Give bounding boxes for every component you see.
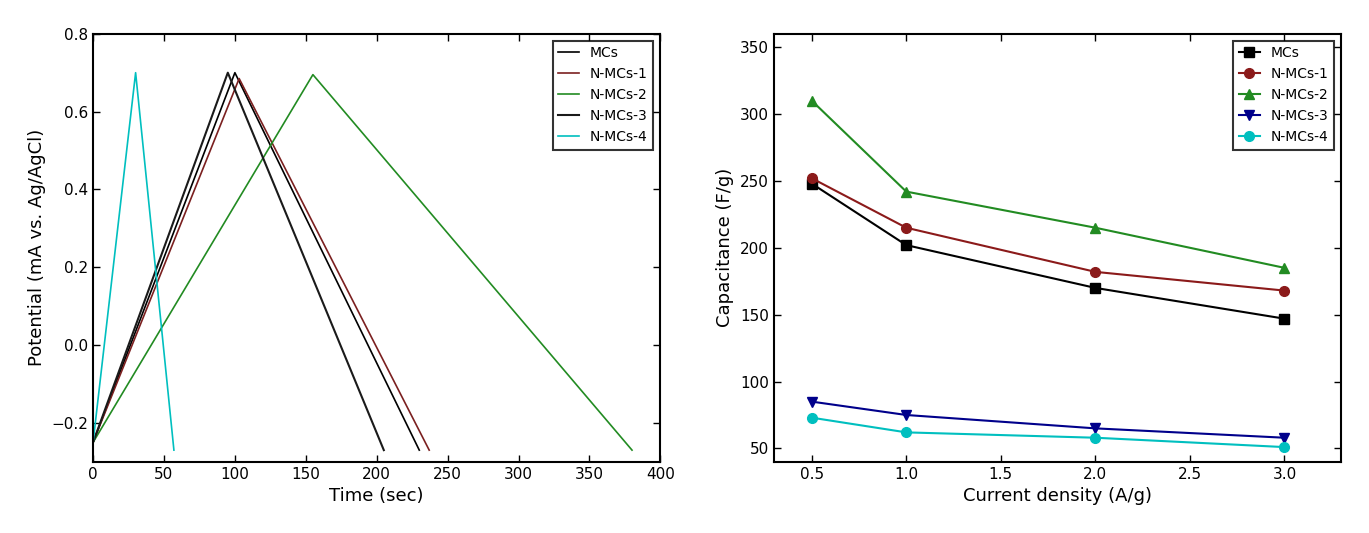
- Y-axis label: Potential (mA vs. Ag/AgCl): Potential (mA vs. Ag/AgCl): [27, 129, 45, 366]
- N-MCs-1: [898, 224, 914, 231]
- Line: N-MCs-3: N-MCs-3: [806, 397, 1290, 442]
- MCs: [804, 180, 820, 187]
- N-MCs-3: [804, 398, 820, 405]
- MCs: [85, 439, 101, 446]
- MCs: [898, 242, 914, 248]
- N-MCs-1: [804, 175, 820, 181]
- Line: N-MCs-3: N-MCs-3: [93, 72, 383, 450]
- Line: N-MCs-2: N-MCs-2: [93, 75, 632, 450]
- Line: N-MCs-1: N-MCs-1: [806, 173, 1290, 295]
- Line: N-MCs-4: N-MCs-4: [93, 72, 174, 450]
- N-MCs-2: [624, 447, 641, 454]
- Line: N-MCs-1: N-MCs-1: [93, 78, 430, 450]
- N-MCs-2: [898, 188, 914, 195]
- N-MCs-3: [1087, 425, 1103, 432]
- N-MCs-4: [1087, 434, 1103, 441]
- N-MCs-2: [1276, 265, 1292, 271]
- MCs: [227, 69, 244, 76]
- Legend: MCs, N-MCs-1, N-MCs-2, N-MCs-3, N-MCs-4: MCs, N-MCs-1, N-MCs-2, N-MCs-3, N-MCs-4: [553, 41, 653, 150]
- N-MCs-4: [804, 415, 820, 421]
- N-MCs-3: [1276, 434, 1292, 441]
- N-MCs-1: [85, 439, 101, 446]
- N-MCs-2: [305, 71, 322, 78]
- N-MCs-2: [85, 439, 101, 446]
- N-MCs-2: [1087, 224, 1103, 231]
- MCs: [1087, 285, 1103, 291]
- Line: MCs: MCs: [806, 179, 1290, 324]
- Line: N-MCs-4: N-MCs-4: [806, 413, 1290, 452]
- N-MCs-3: [898, 412, 914, 418]
- N-MCs-1: [1276, 287, 1292, 294]
- N-MCs-2: [804, 98, 820, 104]
- Line: MCs: MCs: [93, 72, 419, 450]
- Legend: MCs, N-MCs-1, N-MCs-2, N-MCs-3, N-MCs-4: MCs, N-MCs-1, N-MCs-2, N-MCs-3, N-MCs-4: [1233, 41, 1335, 150]
- MCs: [1276, 316, 1292, 322]
- N-MCs-1: [1087, 269, 1103, 275]
- N-MCs-4: [85, 439, 101, 446]
- X-axis label: Current density (A/g): Current density (A/g): [962, 487, 1153, 505]
- N-MCs-1: [422, 447, 438, 454]
- N-MCs-4: [127, 69, 144, 76]
- N-MCs-3: [375, 447, 392, 454]
- N-MCs-4: [166, 447, 182, 454]
- N-MCs-3: [85, 439, 101, 446]
- X-axis label: Time (sec): Time (sec): [330, 487, 424, 505]
- N-MCs-4: [898, 429, 914, 435]
- N-MCs-4: [1276, 444, 1292, 450]
- MCs: [411, 447, 427, 454]
- N-MCs-3: [219, 69, 235, 76]
- N-MCs-1: [231, 75, 248, 82]
- Y-axis label: Capacitance (F/g): Capacitance (F/g): [716, 168, 735, 327]
- Line: N-MCs-2: N-MCs-2: [806, 96, 1290, 273]
